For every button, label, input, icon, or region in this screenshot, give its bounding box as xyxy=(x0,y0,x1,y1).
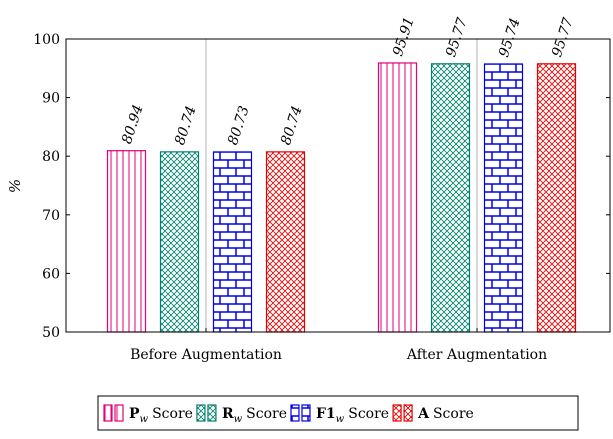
bar-0-3 xyxy=(265,151,306,333)
legend: Pw Score Rw Score F1w Score A Score xyxy=(97,395,579,431)
legend-swatch-0-1 xyxy=(114,404,124,422)
legend-swatch-0-0 xyxy=(103,404,113,422)
bar-1-3 xyxy=(536,63,577,333)
data-label-0-2: 80.73 xyxy=(225,104,253,147)
category-label-1: After Augmentation xyxy=(406,347,547,363)
y-tick-label-1: 60 xyxy=(42,266,60,282)
legend-label-1: Rw Score xyxy=(222,406,287,425)
data-label-0-3: 80.74 xyxy=(278,104,306,147)
data-label-0-1: 80.74 xyxy=(172,104,200,147)
bar-0-0 xyxy=(106,150,147,333)
y-tick-label-2: 70 xyxy=(42,208,60,224)
legend-swatch-2-0 xyxy=(290,404,300,422)
bar-1-2 xyxy=(483,63,524,333)
legend-label-2: F1w Score xyxy=(316,406,389,425)
y-tick-label-3: 80 xyxy=(42,149,60,165)
legend-swatch-3-1 xyxy=(403,404,413,422)
grid-layer xyxy=(205,39,478,332)
bar-0-1 xyxy=(159,151,200,333)
y-tick-label-4: 90 xyxy=(42,91,60,107)
legend-swatch-1-0 xyxy=(196,404,206,422)
legend-swatch-1-1 xyxy=(207,404,217,422)
bar-1-1 xyxy=(430,63,471,333)
legend-label-3: A Score xyxy=(417,406,474,422)
data-label-0-0: 80.94 xyxy=(119,103,147,146)
data-label-1-2: 95.74 xyxy=(496,16,524,59)
data-label-1-1: 95.77 xyxy=(443,16,471,59)
y-tick-label-5: 100 xyxy=(33,32,60,48)
data-label-1-0: 95.91 xyxy=(390,15,418,58)
legend-box xyxy=(97,395,579,431)
y-tick-label-0: 50 xyxy=(42,325,60,341)
legend-swatch-3-0 xyxy=(392,404,402,422)
category-label-0: Before Augmentation xyxy=(130,347,282,363)
bars-layer xyxy=(106,62,577,333)
y-axis-label: % xyxy=(6,179,24,193)
bar-1-0 xyxy=(377,62,418,333)
legend-label-0: Pw Score xyxy=(129,406,193,425)
data-label-1-3: 95.77 xyxy=(549,16,577,59)
legend-swatch-2-1 xyxy=(301,404,311,422)
plot-frame xyxy=(65,38,611,333)
bar-0-2 xyxy=(212,151,253,333)
axes-layer xyxy=(65,38,611,333)
